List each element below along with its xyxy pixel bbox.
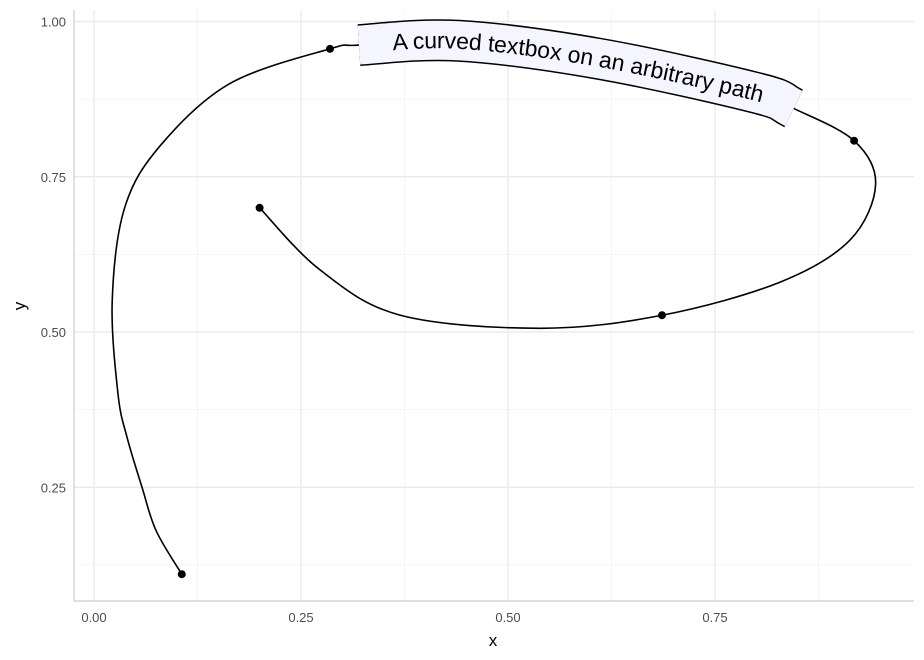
x-tick-label: 0.00 [81,610,106,625]
curve-line [111,39,877,575]
data-point [658,311,667,320]
x-tick-label: 0.25 [288,610,313,625]
data-point [850,136,859,145]
textbox-fill [357,20,803,126]
data-point [325,44,334,53]
y-tick-label: 0.25 [41,480,66,495]
curved-textbox: A curved textbox on an arbitrary path [357,19,804,128]
x-axis-title: x [489,631,498,650]
y-tick-label: 1.00 [41,15,66,30]
grid [74,10,914,601]
y-tick-label: 0.75 [41,170,66,185]
y-axis-title: y [10,301,29,310]
x-tick-label: 0.75 [702,610,727,625]
y-tick-label: 0.50 [41,325,66,340]
data-point [255,203,264,212]
x-tick-label: 0.50 [495,610,520,625]
data-point [177,570,186,579]
